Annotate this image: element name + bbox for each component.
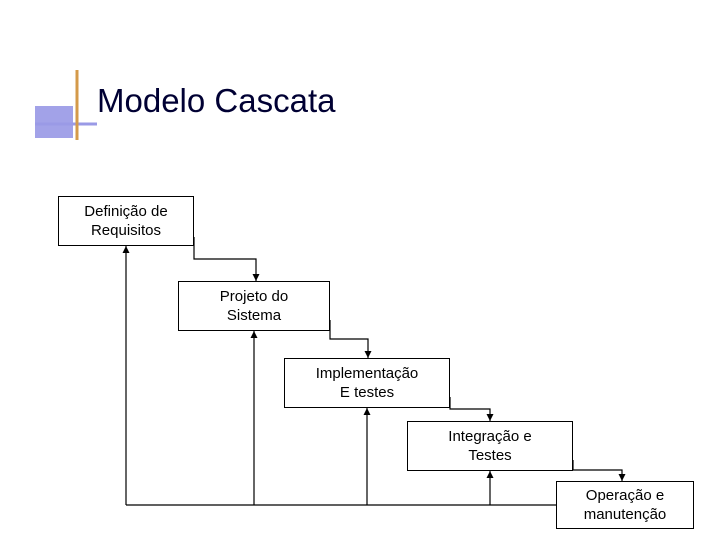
stage-label-line1: Definição de [84,202,167,222]
stage-label-line2: Sistema [227,306,281,326]
stage-box-5: Operação emanutenção [556,481,694,529]
page-title: Modelo Cascata [97,82,335,120]
stage-label-line2: E testes [340,383,394,403]
stage-box-4: Integração eTestes [407,421,573,471]
forward-arrow-2 [330,320,368,358]
stage-label-line2: Testes [468,446,511,466]
stage-label-line2: manutenção [584,505,667,525]
connectors-layer [0,0,720,540]
stage-label-line1: Operação e [586,486,664,506]
stage-label-line1: Integração e [448,427,531,447]
forward-arrow-1 [194,237,256,281]
stage-box-1: Definição deRequisitos [58,196,194,246]
stage-label-line1: Projeto do [220,287,288,307]
forward-arrow-4 [573,460,622,481]
stage-box-2: Projeto doSistema [178,281,330,331]
forward-arrow-3 [450,397,490,421]
stage-box-3: ImplementaçãoE testes [284,358,450,408]
stage-label-line2: Requisitos [91,221,161,241]
stage-label-line1: Implementação [316,364,419,384]
